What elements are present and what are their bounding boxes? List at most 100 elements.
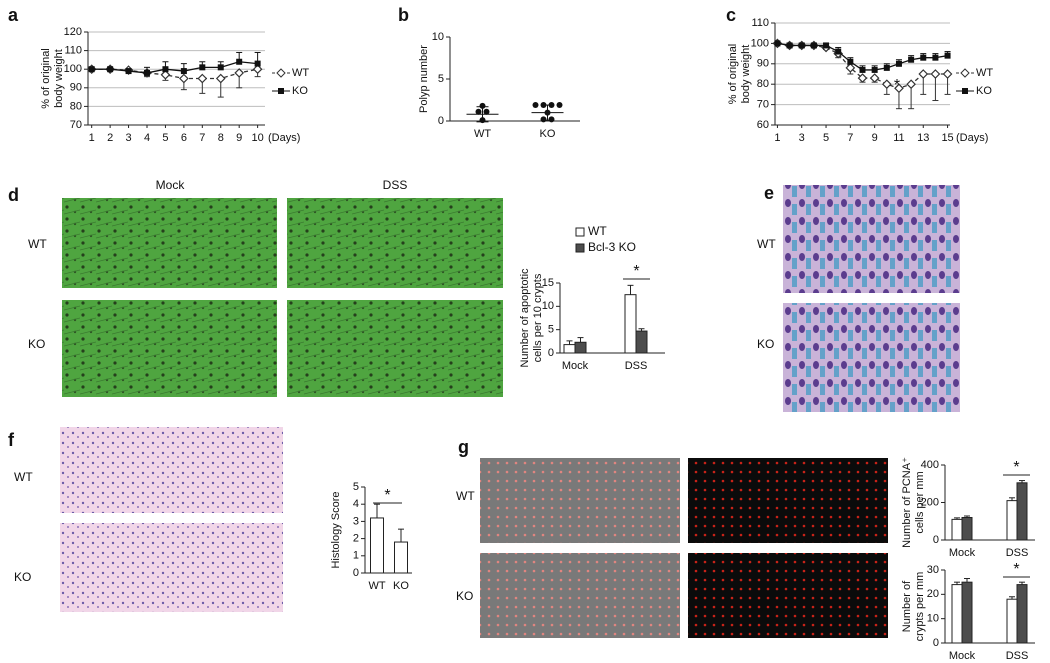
x-tick-label: 3 xyxy=(126,132,132,144)
annotation: * xyxy=(633,263,639,280)
y-tick-label: 100 xyxy=(751,37,769,49)
bar xyxy=(1006,598,1018,644)
y-axis-label: Polyp number xyxy=(418,45,430,113)
marker xyxy=(906,79,916,90)
x-tick-label: KO xyxy=(540,128,556,140)
micrograph xyxy=(480,458,680,543)
y-tick-label: 200 xyxy=(921,496,939,508)
micrograph xyxy=(783,303,960,412)
bar xyxy=(635,330,648,354)
marker xyxy=(125,68,132,75)
x-tick-label: 1 xyxy=(774,132,780,144)
marker xyxy=(944,52,951,59)
y-tick-label: 5 xyxy=(548,324,554,336)
x-tick-label: 13 xyxy=(917,132,929,144)
y-tick-label: 0 xyxy=(933,534,939,546)
marker xyxy=(162,66,169,73)
dot xyxy=(475,108,482,115)
y-tick-label: 70 xyxy=(757,99,769,111)
legend-marker xyxy=(962,88,968,94)
y-axis-label: body weight xyxy=(740,45,752,104)
x-tick-label: 3 xyxy=(799,132,805,144)
marker xyxy=(883,64,890,71)
bar xyxy=(1016,482,1028,541)
y-axis-label: cells per 10 crypts xyxy=(532,273,544,362)
marker xyxy=(859,66,866,73)
marker xyxy=(908,56,915,63)
y-axis-label: crypts per mm xyxy=(914,572,926,642)
marker xyxy=(871,66,878,73)
row-label: WT xyxy=(14,470,33,484)
marker xyxy=(774,40,781,47)
row-label: KO xyxy=(757,337,774,351)
marker xyxy=(810,42,817,49)
bar xyxy=(961,517,973,541)
y-tick-label: 90 xyxy=(757,58,769,70)
y-tick-label: 10 xyxy=(542,300,554,312)
x-tick-label: Mock xyxy=(562,360,589,372)
y-axis-label: % of original xyxy=(727,44,739,105)
x-tick-label: DSS xyxy=(1006,547,1029,559)
micrograph xyxy=(783,185,960,293)
column-label: Mock xyxy=(156,178,186,192)
marker xyxy=(254,60,261,67)
y-tick-label: 30 xyxy=(927,564,939,576)
dot xyxy=(540,116,547,123)
dot xyxy=(556,102,563,109)
dot xyxy=(548,116,555,123)
panel-letter: c xyxy=(726,5,736,25)
bar xyxy=(370,517,384,574)
y-tick-label: 1 xyxy=(353,550,359,562)
y-tick-label: 0 xyxy=(548,347,554,359)
y-axis-label: Number of apoptotic xyxy=(519,268,531,368)
bar xyxy=(951,584,963,644)
x-tick-label: 4 xyxy=(144,132,150,144)
x-axis-label: (Days) xyxy=(268,132,300,144)
marker xyxy=(895,60,902,67)
marker xyxy=(845,63,856,73)
marker xyxy=(881,79,892,90)
legend-label: KO xyxy=(292,85,308,97)
micrograph xyxy=(688,553,888,638)
panel-letter: g xyxy=(458,437,469,457)
marker xyxy=(869,73,880,83)
micrograph xyxy=(480,553,680,638)
marker xyxy=(144,69,150,76)
panel-letter: f xyxy=(8,430,15,450)
x-tick-label: 11 xyxy=(893,132,904,144)
y-tick-label: 120 xyxy=(64,26,82,38)
panel-letter: a xyxy=(8,5,19,25)
legend-label: WT xyxy=(588,224,607,238)
marker xyxy=(179,73,189,84)
annotation: * xyxy=(894,77,900,94)
bar xyxy=(574,341,587,354)
y-tick-label: 110 xyxy=(64,45,82,57)
y-tick-label: 90 xyxy=(70,82,82,94)
bar xyxy=(1016,584,1028,644)
marker xyxy=(217,64,224,71)
legend-marker xyxy=(960,68,970,78)
bar xyxy=(961,581,973,644)
legend-label: WT xyxy=(976,67,993,79)
row-label: WT xyxy=(28,237,47,251)
marker xyxy=(215,73,226,84)
legend-swatch xyxy=(575,227,585,237)
marker xyxy=(857,73,868,83)
y-tick-label: 5 xyxy=(438,73,444,85)
y-tick-label: 60 xyxy=(757,119,769,131)
y-tick-label: 110 xyxy=(751,17,769,29)
y-tick-label: 0 xyxy=(353,567,359,579)
marker xyxy=(918,69,929,79)
marker xyxy=(160,69,171,80)
micrograph xyxy=(688,458,888,543)
annotation: * xyxy=(1013,561,1019,578)
marker xyxy=(930,69,941,79)
y-axis-label: Number of PCNA⁺ xyxy=(901,457,913,548)
y-tick-label: 3 xyxy=(353,515,359,527)
x-tick-label: 10 xyxy=(252,132,264,144)
bar xyxy=(1006,500,1018,541)
marker xyxy=(234,68,245,78)
column-label: DSS xyxy=(383,178,408,192)
x-tick-label: 1 xyxy=(89,132,95,144)
